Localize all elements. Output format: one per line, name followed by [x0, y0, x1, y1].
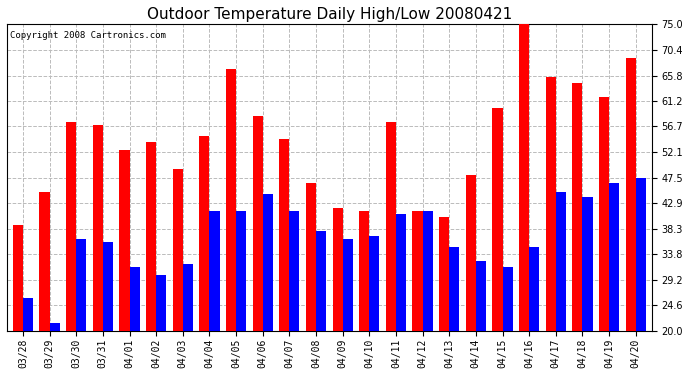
Bar: [39, 192, 50, 331]
Title: Outdoor Temperature Daily High/Low 20080421: Outdoor Temperature Daily High/Low 20080…: [147, 7, 512, 22]
Bar: [76, 239, 86, 331]
Bar: [279, 139, 289, 331]
Bar: [156, 275, 166, 331]
Bar: [289, 211, 299, 331]
Bar: [369, 236, 380, 331]
Bar: [422, 211, 433, 331]
Bar: [386, 122, 396, 331]
Bar: [316, 231, 326, 331]
Bar: [306, 183, 316, 331]
Bar: [172, 170, 183, 331]
Bar: [396, 214, 406, 331]
Bar: [13, 225, 23, 331]
Bar: [449, 248, 460, 331]
Bar: [236, 211, 246, 331]
Bar: [119, 150, 130, 331]
Text: Copyright 2008 Cartronics.com: Copyright 2008 Cartronics.com: [10, 31, 166, 40]
Bar: [50, 322, 60, 331]
Bar: [253, 117, 263, 331]
Bar: [439, 217, 449, 331]
Bar: [529, 248, 540, 331]
Bar: [572, 83, 582, 331]
Bar: [502, 267, 513, 331]
Bar: [626, 58, 635, 331]
Bar: [343, 239, 353, 331]
Bar: [493, 108, 502, 331]
Bar: [413, 211, 422, 331]
Bar: [103, 242, 113, 331]
Bar: [519, 19, 529, 331]
Bar: [546, 78, 555, 331]
Bar: [23, 298, 33, 331]
Bar: [359, 211, 369, 331]
Bar: [466, 175, 476, 331]
Bar: [333, 209, 343, 331]
Bar: [609, 183, 619, 331]
Bar: [226, 69, 236, 331]
Bar: [199, 136, 210, 331]
Bar: [183, 264, 193, 331]
Bar: [92, 125, 103, 331]
Bar: [476, 261, 486, 331]
Bar: [130, 267, 139, 331]
Bar: [635, 178, 646, 331]
Bar: [210, 211, 219, 331]
Bar: [555, 192, 566, 331]
Bar: [263, 195, 273, 331]
Bar: [582, 197, 593, 331]
Bar: [66, 122, 76, 331]
Bar: [146, 141, 156, 331]
Bar: [599, 97, 609, 331]
